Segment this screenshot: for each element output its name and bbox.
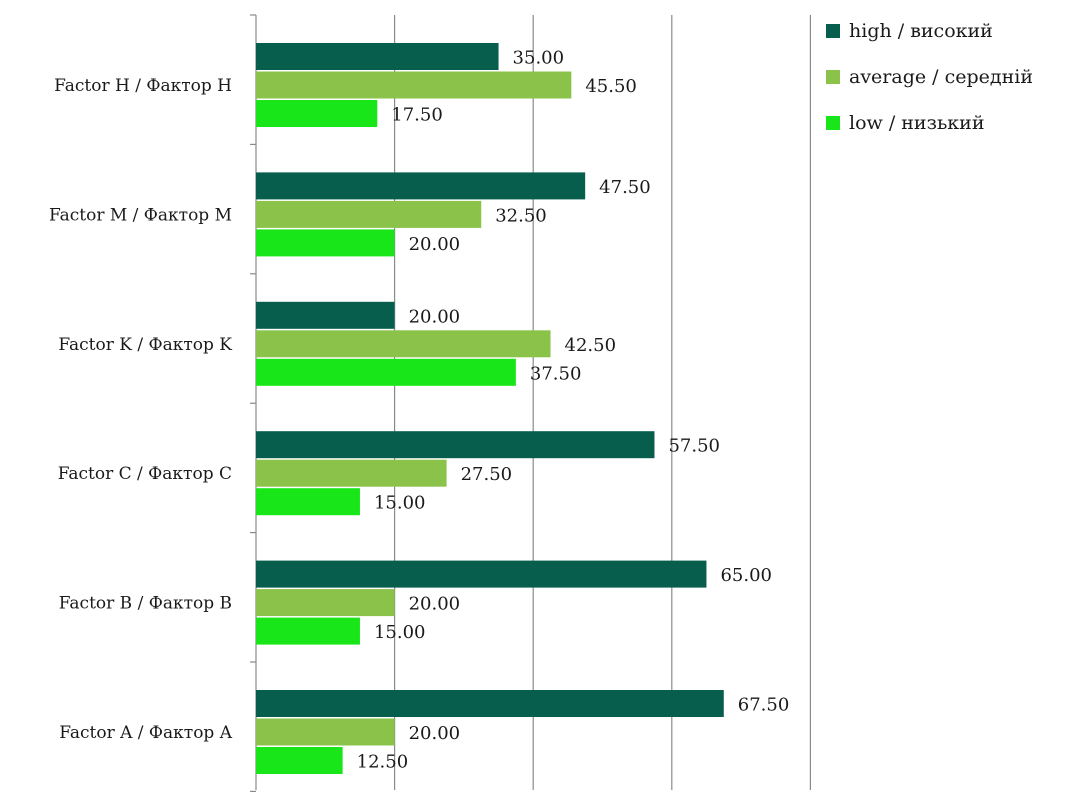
bar-average <box>256 330 551 358</box>
bar-high <box>256 690 724 717</box>
data-label: 12.50 <box>357 752 409 773</box>
bar-low <box>256 229 395 257</box>
bar-high <box>256 431 655 459</box>
legend-label: high / високий <box>849 20 993 42</box>
data-label: 67.50 <box>738 695 790 716</box>
bar-low <box>256 747 343 774</box>
data-label: 42.50 <box>565 335 617 356</box>
data-label: 20.00 <box>409 594 461 615</box>
data-label: 17.50 <box>391 105 443 126</box>
data-label: 32.50 <box>495 205 547 226</box>
bar-high <box>256 560 707 588</box>
category-label: Factor B / Фактор B <box>59 594 232 614</box>
legend-item: average / середній <box>826 54 1033 100</box>
data-label: 15.00 <box>374 622 426 643</box>
legend-item: low / низький <box>826 100 1033 146</box>
legend-swatch <box>826 116 840 130</box>
gridlines <box>250 14 812 793</box>
data-label: 47.50 <box>599 177 651 198</box>
legend-item: high / високий <box>826 8 1033 54</box>
bar-low <box>256 100 378 127</box>
legend: high / високий average / середній low / ни… <box>826 8 1033 146</box>
bars <box>256 43 724 774</box>
legend-swatch <box>826 24 840 38</box>
legend-label: average / середній <box>849 66 1033 88</box>
data-label: 20.00 <box>409 723 461 744</box>
bar-average <box>256 459 447 487</box>
category-label: Factor K / Фактор K <box>58 335 232 355</box>
bar-low <box>256 358 516 386</box>
bar-high <box>256 301 395 329</box>
bar-average <box>256 589 395 617</box>
category-label: Factor C / Фактор C <box>58 464 232 484</box>
bar-average <box>256 71 572 99</box>
category-label: Factor M / Фактор M <box>49 205 232 225</box>
data-label: 65.00 <box>720 565 772 586</box>
bar-low <box>256 617 360 645</box>
bar-high <box>256 43 499 70</box>
data-label: 15.00 <box>374 493 426 514</box>
legend-swatch <box>826 70 840 84</box>
data-label: 27.50 <box>461 464 513 485</box>
category-label: Factor H / Фактор H <box>54 76 232 96</box>
bar-average <box>256 718 395 746</box>
labels: 35.00 45.50 17.50 Factor H / Фактор H 47.50 3… <box>49 48 789 773</box>
data-label: 35.00 <box>513 48 565 69</box>
category-label: Factor A / Фактор A <box>59 723 233 743</box>
data-label: 20.00 <box>409 234 461 255</box>
bar-average <box>256 200 482 228</box>
bar-low <box>256 488 360 516</box>
data-label: 45.50 <box>585 76 637 97</box>
legend-label: low / низький <box>849 112 985 134</box>
data-label: 20.00 <box>409 306 461 327</box>
bar-high <box>256 172 586 200</box>
data-label: 37.50 <box>530 363 582 384</box>
data-label: 57.50 <box>668 436 720 457</box>
